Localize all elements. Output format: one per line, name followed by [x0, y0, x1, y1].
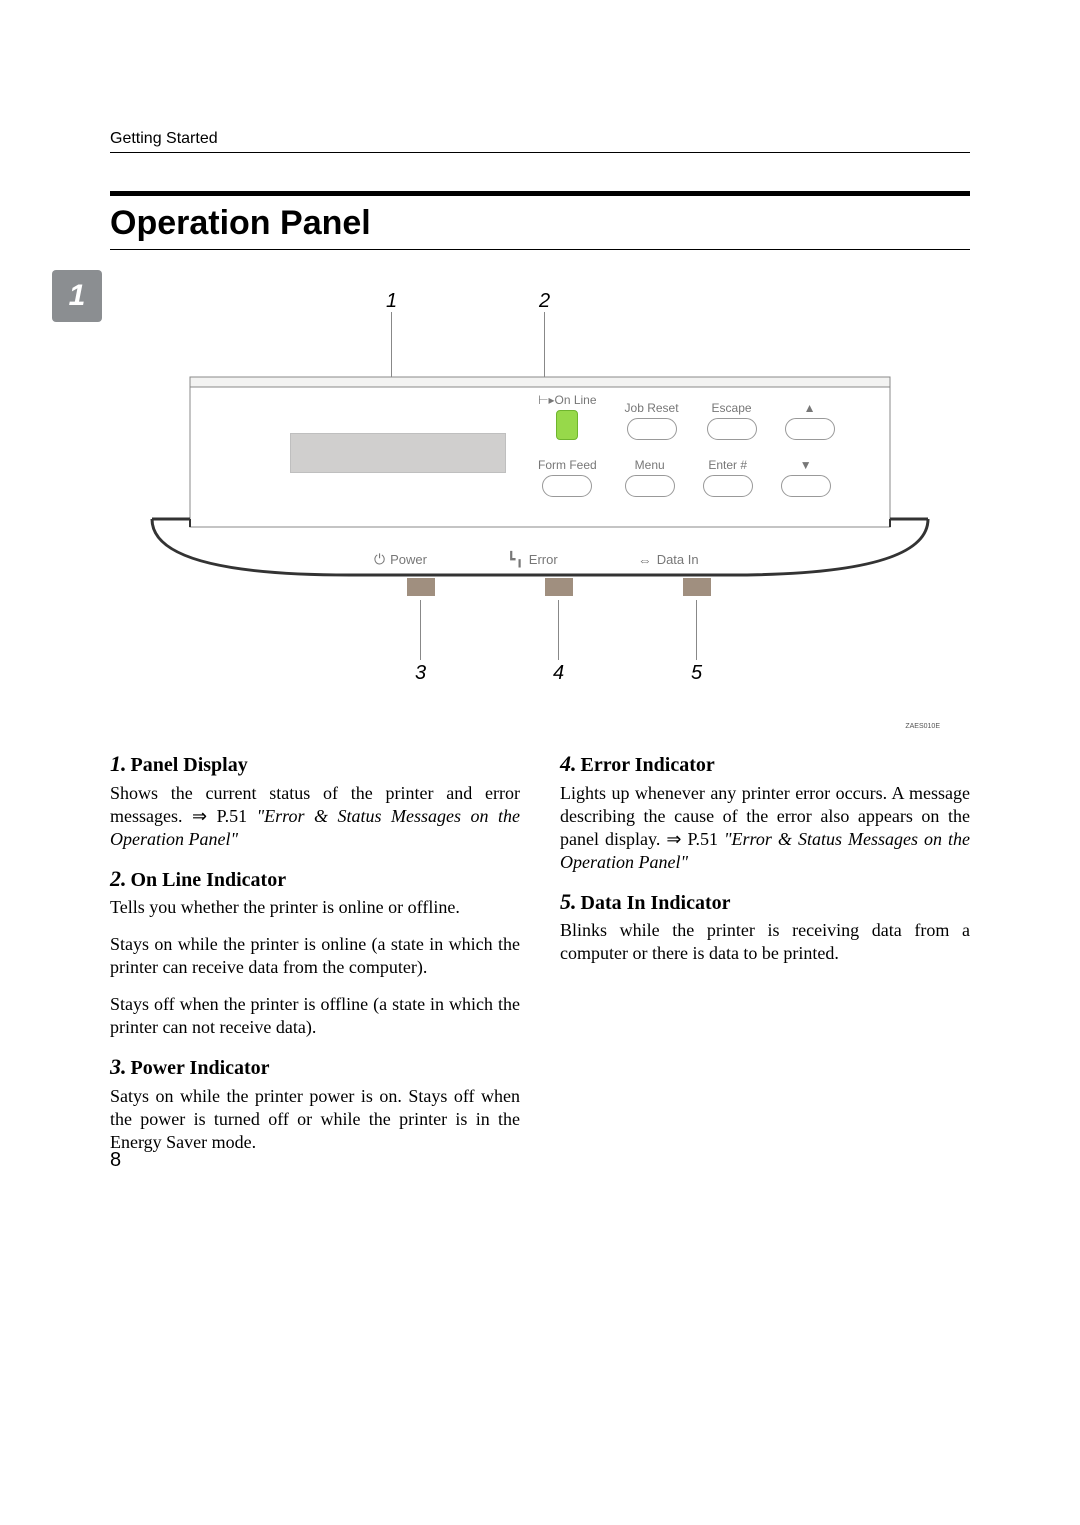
item-1-head: 1.Panel Display	[110, 750, 520, 779]
item-4-head: 4.Error Indicator	[560, 750, 970, 779]
item-3-body: Satys on while the printer power is on. …	[110, 1085, 520, 1154]
power-led	[407, 578, 435, 596]
page-title: Operation Panel	[110, 191, 970, 250]
description-columns: 1.Panel Display Shows the current status…	[110, 750, 970, 1168]
error-led	[545, 578, 573, 596]
escape-button: Escape	[707, 401, 757, 440]
item-5-head: 5.Data In Indicator	[560, 888, 970, 917]
item-2-p2: Stays on while the printer is online (a …	[110, 933, 520, 979]
error-indicator-label: ┗╻Error	[507, 551, 558, 568]
section-tab: 1	[52, 270, 102, 322]
formfeed-button: Form Feed	[538, 458, 597, 497]
item-3-head: 3.Power Indicator	[110, 1053, 520, 1082]
item-5-body: Blinks while the printer is receiving da…	[560, 919, 970, 965]
page-number: 8	[110, 1149, 121, 1172]
breadcrumb: Getting Started	[110, 130, 970, 153]
button-row-bottom: Form Feed Menu Enter # ▼	[538, 458, 831, 497]
callout-2: 2	[539, 290, 550, 313]
callout-5: 5	[691, 662, 702, 685]
callout-line	[558, 600, 559, 660]
left-column: 1.Panel Display Shows the current status…	[110, 750, 520, 1168]
indicators-row: ⏻Power ┗╻Error ⇔Data In	[374, 551, 699, 568]
item-2-p1: Tells you whether the printer is online …	[110, 896, 520, 919]
item-1-body: Shows the current status of the printer …	[110, 782, 520, 851]
item-2-head: 2.On Line Indicator	[110, 865, 520, 894]
datain-indicator-label: ⇔Data In	[638, 552, 699, 568]
led-row	[407, 578, 711, 596]
item-2-p3: Stays off when the printer is offline (a…	[110, 993, 520, 1039]
power-indicator-label: ⏻Power	[374, 551, 427, 568]
down-button: ▼	[781, 458, 831, 497]
callout-line	[696, 600, 697, 660]
jobreset-button: Job Reset	[625, 401, 679, 440]
callout-4: 4	[553, 662, 564, 685]
datain-icon: ⇔	[638, 552, 652, 568]
figure-code: ZAES010E	[905, 723, 940, 730]
online-icon: ⊢▸	[538, 393, 554, 407]
power-icon: ⏻	[374, 551, 385, 568]
panel-diagram: 1 2 ⊢▸On Line Job Reset	[140, 290, 940, 730]
right-column: 4.Error Indicator Lights up whenever any…	[560, 750, 970, 1168]
callout-3: 3	[415, 662, 426, 685]
callout-line	[420, 600, 421, 660]
enter-button: Enter #	[703, 458, 753, 497]
callout-1: 1	[386, 290, 397, 313]
lcd-display	[290, 433, 506, 473]
button-row-top: ⊢▸On Line Job Reset Escape ▲	[538, 393, 835, 440]
up-button: ▲	[785, 401, 835, 440]
datain-led	[683, 578, 711, 596]
item-4-body: Lights up whenever any printer error occ…	[560, 782, 970, 874]
menu-button: Menu	[625, 458, 675, 497]
error-icon: ┗╻	[507, 551, 524, 568]
online-button: ⊢▸On Line	[538, 393, 597, 440]
